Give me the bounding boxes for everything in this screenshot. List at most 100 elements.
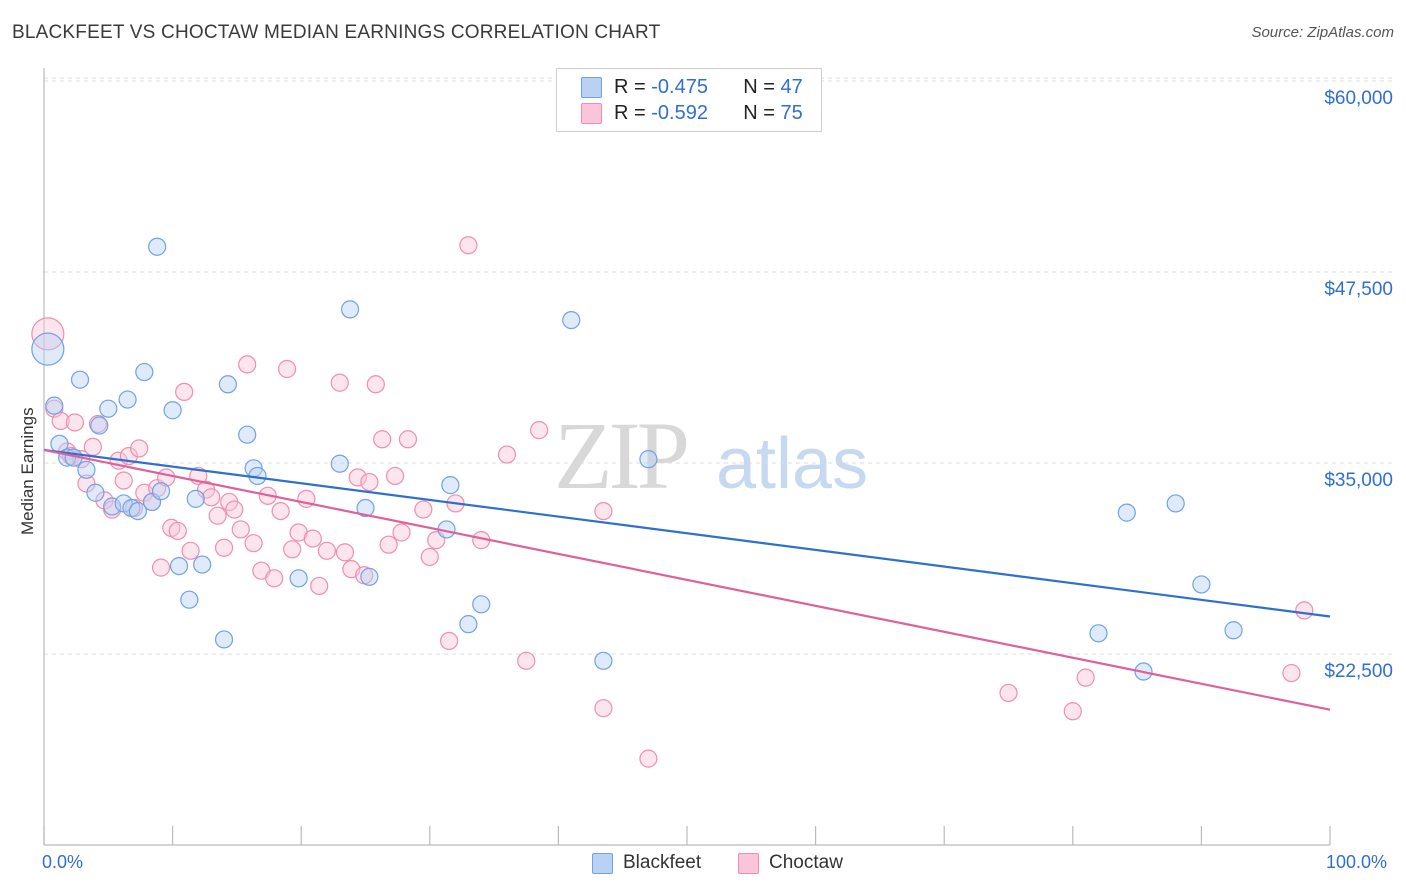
legend-row-blackfeet: R = -0.475 N = 47: [581, 75, 803, 99]
choctaw-point: [385, 466, 405, 486]
choctaw-point: [202, 488, 221, 507]
blackfeet-point: [77, 460, 96, 479]
choctaw-point: [283, 540, 302, 559]
choctaw-point: [1076, 668, 1095, 687]
y-axis-label: Median Earnings: [18, 407, 37, 535]
blackfeet-point: [193, 555, 212, 574]
blackfeet-point: [330, 454, 349, 473]
blackfeet-point: [70, 370, 90, 389]
choctaw-point: [999, 683, 1018, 703]
choctaw-point: [231, 520, 250, 539]
choctaw-point: [225, 500, 244, 519]
n-label: N =: [743, 101, 775, 124]
blackfeet-point: [1224, 621, 1243, 640]
r-label: R =: [614, 101, 646, 124]
choctaw-point: [497, 445, 517, 464]
choctaw-point: [114, 471, 133, 490]
choctaw-label: Choctaw: [769, 852, 843, 873]
r-value: -0.592: [651, 101, 708, 124]
choctaw-point: [594, 501, 613, 521]
blackfeet-point: [128, 501, 147, 521]
r-value: -0.475: [651, 75, 708, 98]
x-max-label: 100.0%: [1326, 852, 1388, 872]
choctaw-point: [83, 437, 102, 457]
blackfeet-point: [135, 362, 154, 382]
correlation-legend: R = -0.475 N = 47 R = -0.592 N = 75: [556, 68, 822, 132]
choctaw-point: [366, 375, 385, 394]
blackfeet-point: [360, 567, 379, 586]
blackfeet-point: [1166, 494, 1185, 513]
choctaw-point: [265, 569, 284, 588]
blackfeet-point: [218, 375, 237, 394]
blackfeet-point: [118, 390, 137, 409]
choctaw-point: [1063, 702, 1082, 721]
series-legend: Blackfeet Choctaw: [0, 852, 1406, 876]
y-tick-label: $47,500: [1324, 279, 1393, 300]
blackfeet-point: [163, 401, 182, 420]
choctaw-point: [379, 535, 398, 554]
choctaw-point: [360, 472, 379, 492]
choctaw-point: [420, 547, 439, 567]
blackfeet-point: [238, 425, 257, 444]
choctaw-point: [459, 236, 478, 255]
axes: [43, 68, 1331, 846]
blackfeet-point: [459, 615, 478, 634]
choctaw-point: [414, 500, 433, 519]
choctaw-point: [594, 699, 613, 718]
blackfeet-point: [1192, 575, 1211, 594]
choctaw-trend-line: [43, 448, 1331, 711]
blackfeet-point: [289, 569, 308, 588]
choctaw-point: [181, 541, 200, 560]
choctaw-point: [639, 749, 658, 768]
n-value: 47: [780, 75, 803, 98]
blackfeet-swatch: [592, 852, 613, 874]
choctaw-point: [208, 506, 227, 525]
choctaw-point: [277, 359, 297, 379]
y-tick-label: $60,000: [1324, 88, 1393, 109]
choctaw-point: [130, 439, 149, 458]
n-value: 75: [780, 101, 803, 124]
choctaw-point: [330, 373, 349, 392]
y-tick-label: $22,500: [1324, 661, 1393, 682]
choctaw-swatch: [738, 852, 759, 874]
choctaw-point: [335, 543, 355, 562]
blackfeet-points: [31, 237, 1243, 681]
choctaw-point: [31, 317, 65, 351]
y-tick-labels: $22,500 $35,000 $47,500 $60,000: [1324, 88, 1393, 682]
blackfeet-point: [151, 482, 171, 501]
choctaw-point: [310, 576, 329, 596]
trend-lines: [43, 448, 1331, 711]
chart-title: BLACKFEET VS CHOCTAW MEDIAN EARNINGS COR…: [12, 22, 661, 43]
choctaw-point: [303, 529, 322, 548]
choctaw-point: [392, 523, 411, 542]
blackfeet-point: [1117, 503, 1136, 522]
blackfeet-point: [148, 237, 167, 256]
y-tick-label: $35,000: [1324, 470, 1393, 491]
x-min-label: 0.0%: [42, 852, 84, 872]
n-label: N =: [743, 75, 775, 98]
blackfeet-point: [562, 310, 581, 330]
r-label: R =: [614, 75, 646, 98]
blackfeet-point: [45, 396, 64, 415]
blackfeet-point: [639, 450, 658, 469]
choctaw-point: [1282, 663, 1301, 683]
legend-item-blackfeet: Blackfeet: [592, 852, 701, 874]
choctaw-point: [214, 538, 234, 557]
choctaw-point: [1295, 601, 1314, 620]
choctaw-point: [530, 421, 549, 440]
blackfeet-point: [340, 300, 360, 319]
blackfeet-point: [169, 556, 189, 576]
blackfeet-point: [594, 651, 613, 670]
choctaw-point: [151, 558, 171, 577]
choctaw-point: [517, 651, 536, 670]
blackfeet-point: [472, 595, 491, 614]
blackfeet-point: [1089, 624, 1108, 643]
choctaw-point: [65, 413, 84, 432]
source-label: Source: ZipAtlas.com: [1251, 24, 1394, 41]
choctaw-point: [51, 411, 70, 431]
blackfeet-point: [186, 489, 205, 508]
watermark-atlas: atlas: [716, 424, 868, 504]
blackfeet-point: [180, 590, 199, 609]
blackfeet-point: [31, 332, 65, 366]
choctaw-point: [244, 534, 263, 553]
